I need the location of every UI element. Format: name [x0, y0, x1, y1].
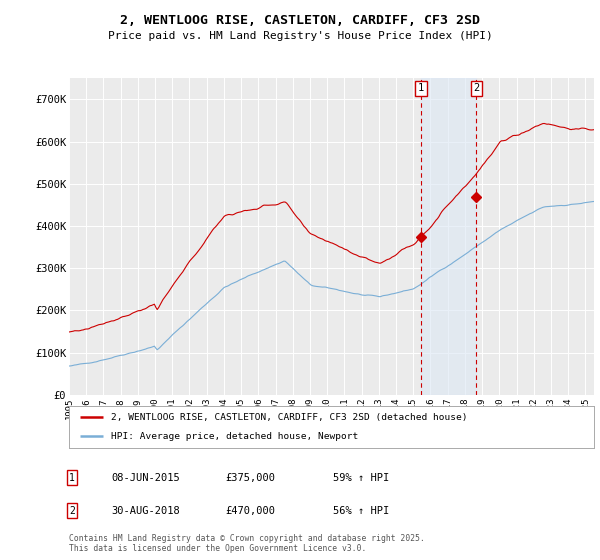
- Text: 1: 1: [69, 473, 75, 483]
- Text: 2, WENTLOOG RISE, CASTLETON, CARDIFF, CF3 2SD (detached house): 2, WENTLOOG RISE, CASTLETON, CARDIFF, CF…: [111, 413, 467, 422]
- Text: 2: 2: [473, 83, 479, 93]
- Text: 30-AUG-2018: 30-AUG-2018: [111, 506, 180, 516]
- Text: £375,000: £375,000: [225, 473, 275, 483]
- Text: Price paid vs. HM Land Registry's House Price Index (HPI): Price paid vs. HM Land Registry's House …: [107, 31, 493, 41]
- Text: 1: 1: [418, 83, 424, 93]
- Text: 56% ↑ HPI: 56% ↑ HPI: [333, 506, 389, 516]
- Text: Contains HM Land Registry data © Crown copyright and database right 2025.
This d: Contains HM Land Registry data © Crown c…: [69, 534, 425, 553]
- Text: 59% ↑ HPI: 59% ↑ HPI: [333, 473, 389, 483]
- Text: 2, WENTLOOG RISE, CASTLETON, CARDIFF, CF3 2SD: 2, WENTLOOG RISE, CASTLETON, CARDIFF, CF…: [120, 14, 480, 27]
- Text: HPI: Average price, detached house, Newport: HPI: Average price, detached house, Newp…: [111, 432, 358, 441]
- Text: £470,000: £470,000: [225, 506, 275, 516]
- Text: 2: 2: [69, 506, 75, 516]
- Text: 08-JUN-2015: 08-JUN-2015: [111, 473, 180, 483]
- Bar: [421, 78, 476, 395]
